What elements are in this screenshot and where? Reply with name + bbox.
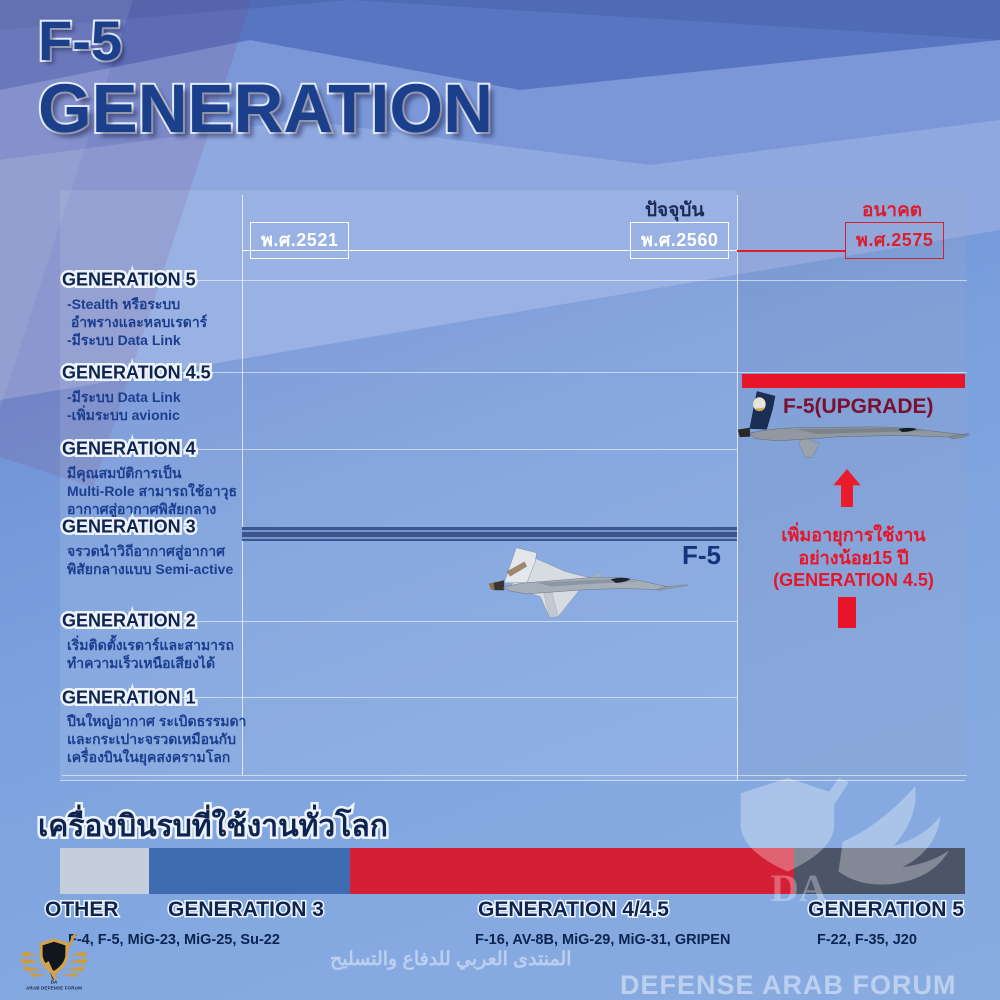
svg-text:ARAB DEFENSE FORUM: ARAB DEFENSE FORUM	[26, 986, 82, 991]
svg-text:DA: DA	[771, 867, 827, 910]
svg-text:DA: DA	[51, 980, 58, 985]
